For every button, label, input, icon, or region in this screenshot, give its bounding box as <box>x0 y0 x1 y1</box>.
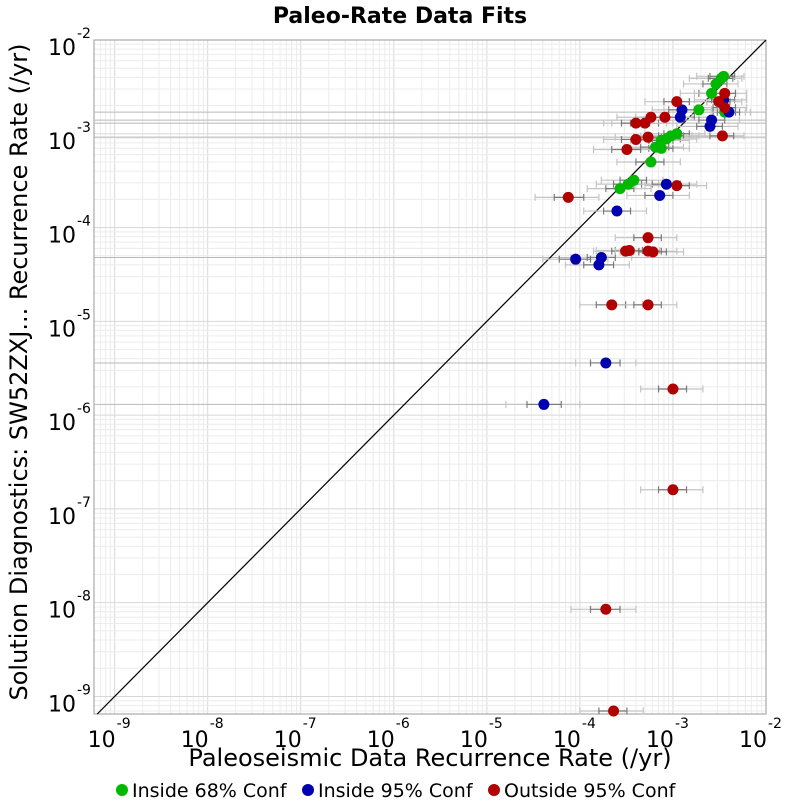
y-tick-label: 10 <box>48 692 76 717</box>
data-point-series-0 <box>645 156 657 168</box>
data-point-series-1 <box>704 120 716 132</box>
data-point-series-2 <box>620 245 632 257</box>
x-tick-label: 10 <box>181 728 209 753</box>
y-tick-label: 10 <box>48 130 76 155</box>
x-tick-exponent: -4 <box>582 716 596 732</box>
x-tick-exponent: -6 <box>396 716 410 732</box>
legend-label-inside-68: Inside 68% Conf <box>132 780 288 802</box>
data-point-series-2 <box>671 180 683 192</box>
x-tick-label: 10 <box>646 728 674 753</box>
x-tick-exponent: -2 <box>768 716 782 732</box>
data-point-series-1 <box>611 205 623 217</box>
data-point-series-2 <box>630 117 642 129</box>
x-tick-label: 10 <box>88 728 116 753</box>
x-tick-label: 10 <box>739 728 767 753</box>
data-point-series-1 <box>593 259 605 271</box>
data-point-series-2 <box>606 299 618 311</box>
y-tick-exponent: -2 <box>77 26 91 42</box>
y-tick-exponent: -7 <box>77 495 91 511</box>
y-axis-label: Solution Diagnostics: SW52ZXJ... Recurre… <box>5 43 33 700</box>
x-tick-label: 10 <box>367 728 395 753</box>
data-point-series-2 <box>630 133 642 145</box>
data-point-series-0 <box>710 78 722 90</box>
legend-label-inside-95: Inside 95% Conf <box>318 780 474 802</box>
y-tick-exponent: -3 <box>77 120 91 136</box>
data-point-series-2 <box>659 111 671 123</box>
y-tick-exponent: -8 <box>77 589 91 605</box>
data-point-series-0 <box>706 87 718 99</box>
x-axis-ticks: 10-910-810-710-610-510-410-310-2 <box>88 716 782 753</box>
data-point-series-2 <box>639 117 651 129</box>
data-point-series-2 <box>667 484 679 496</box>
data-point-series-2 <box>608 705 620 717</box>
data-point-series-2 <box>667 383 679 395</box>
data-point-series-2 <box>562 191 574 203</box>
data-point-series-1 <box>660 178 672 190</box>
x-tick-label: 10 <box>460 728 488 753</box>
data-point-series-1 <box>654 189 666 201</box>
plot-area <box>93 39 767 715</box>
data-point-series-2 <box>719 102 731 114</box>
data-point-series-1 <box>674 111 686 123</box>
data-point-series-2 <box>647 246 659 258</box>
x-tick-exponent: -9 <box>117 716 131 732</box>
data-point-series-1 <box>538 398 550 410</box>
data-point-series-0 <box>655 142 667 154</box>
x-tick-exponent: -7 <box>303 716 317 732</box>
legend-marker-outside-95 <box>488 784 500 796</box>
y-tick-label: 10 <box>48 411 76 436</box>
y-tick-exponent: -9 <box>77 682 91 698</box>
y-tick-label: 10 <box>48 224 76 249</box>
y-tick-label: 10 <box>48 505 76 530</box>
data-point-series-2 <box>600 603 612 615</box>
chart-title: Paleo-Rate Data Fits <box>273 4 527 29</box>
y-axis-ticks: 10-910-810-710-610-510-410-310-2 <box>48 26 91 717</box>
x-tick-label: 10 <box>274 728 302 753</box>
y-tick-exponent: -6 <box>77 401 91 417</box>
y-tick-exponent: -5 <box>77 307 91 323</box>
data-point-series-2 <box>719 87 731 99</box>
y-tick-exponent: -4 <box>77 214 91 230</box>
data-point-series-1 <box>600 357 612 369</box>
legend-label-outside-95: Outside 95% Conf <box>504 780 677 802</box>
data-point-series-2 <box>716 130 728 142</box>
y-tick-label: 10 <box>48 599 76 624</box>
data-point-series-0 <box>614 183 626 195</box>
x-tick-exponent: -8 <box>210 716 224 732</box>
legend-marker-inside-95 <box>302 784 314 796</box>
legend: Inside 68% Conf Inside 95% Conf Outside … <box>116 780 677 802</box>
data-point-series-2 <box>621 143 633 155</box>
data-point-series-2 <box>642 299 654 311</box>
data-point-series-0 <box>622 178 634 190</box>
legend-marker-inside-68 <box>116 784 128 796</box>
data-point-series-2 <box>642 131 654 143</box>
grid <box>93 40 766 714</box>
x-axis-label: Paleoseismic Data Recurrence Rate (/yr) <box>188 744 671 772</box>
data-point-series-2 <box>642 232 654 244</box>
x-tick-label: 10 <box>553 728 581 753</box>
data-point-series-2 <box>671 96 683 108</box>
reference-horizontal-lines <box>94 111 766 405</box>
y-tick-label: 10 <box>48 36 76 61</box>
data-point-series-1 <box>570 253 582 265</box>
x-tick-exponent: -5 <box>489 716 503 732</box>
y-tick-label: 10 <box>48 317 76 342</box>
data-points <box>538 70 735 717</box>
data-point-series-0 <box>693 104 705 116</box>
x-tick-exponent: -3 <box>675 716 689 732</box>
